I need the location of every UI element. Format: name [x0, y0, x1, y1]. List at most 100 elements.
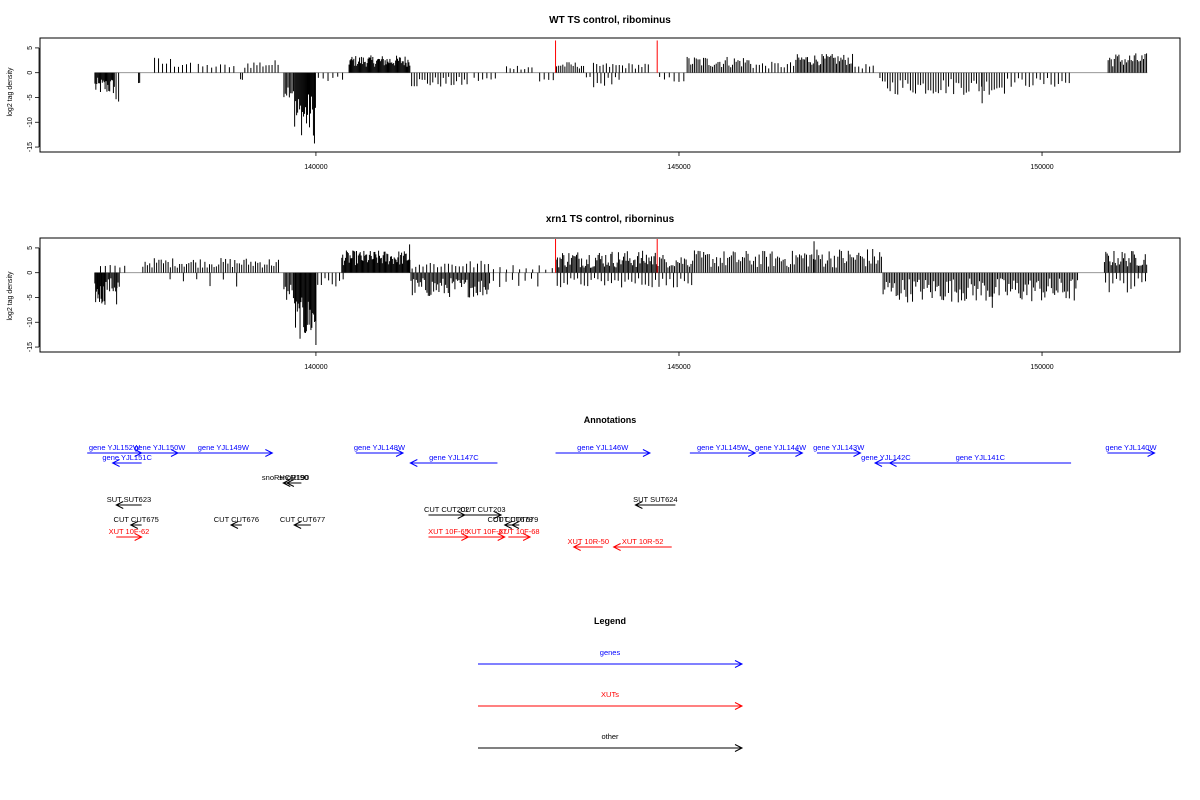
annotations-title: Annotations — [584, 415, 637, 425]
feature-arrow-head — [493, 511, 503, 519]
y-axis: 5 0 -5 -10 -15 — [27, 246, 40, 352]
feature-label: XUT 10R-52 — [622, 537, 664, 546]
annotation-feature: gene YJL149W — [174, 443, 274, 457]
feature-label: XUT 10R-50 — [567, 537, 609, 546]
feature-label: CUT CUT203 — [460, 505, 505, 514]
feature-arrow-head — [497, 533, 506, 541]
y-tick-label: 5 — [27, 46, 34, 50]
annotation-feature: SUT SUT624 — [633, 495, 678, 509]
feature-label: XUT 10F-62 — [109, 527, 150, 536]
annotation-feature: CUT CUT676 — [214, 515, 259, 529]
annotation-feature: SUT SUT623 — [107, 495, 151, 509]
annotation-feature: XUT 10F-67 — [466, 527, 507, 541]
y-tick-label: 0 — [27, 71, 34, 75]
annotation-feature: gene YJL142C — [861, 453, 911, 467]
feature-arrow-head — [522, 533, 532, 541]
legend-label: genes — [600, 648, 621, 657]
annotation-feature: gene YJL145W — [689, 443, 757, 457]
feature-label: gene YJL148W — [354, 443, 406, 452]
annotation-feature: XUT 10R-52 — [612, 537, 672, 551]
y-tick-label: -5 — [27, 294, 34, 300]
feature-label: gene YJL140W — [1105, 443, 1157, 452]
x-tick-label: 140000 — [304, 364, 327, 371]
annotation-feature: gene YJL148W — [354, 443, 406, 457]
bars-layer — [94, 241, 1148, 345]
y-axis: 5 0 -5 -10 -15 — [27, 46, 40, 152]
feature-label: CUT CUT678 — [488, 515, 533, 524]
feature-label: SUT SUT623 — [107, 495, 151, 504]
feature-arrow-head — [1147, 449, 1156, 457]
feature-arrow-head — [503, 521, 512, 529]
y-tick-label: -15 — [27, 342, 34, 352]
legend-arrow-head — [734, 702, 744, 710]
feature-arrow-head — [134, 533, 143, 541]
feature-label: gene YJL149W — [198, 443, 250, 452]
bars-layer — [94, 53, 1148, 144]
annotation-feature: CUT CUT677 — [280, 515, 325, 529]
feature-arrow-head — [265, 449, 274, 457]
feature-arrow-head — [129, 521, 138, 529]
feature-arrow-head — [572, 543, 581, 551]
x-tick-label: 145000 — [667, 164, 690, 171]
annotation-feature: gene YJL143W — [813, 443, 865, 457]
feature-arrow-head — [634, 501, 643, 509]
feature-label: XUT 10F-67 — [466, 527, 507, 536]
feature-label: gene YJL141C — [956, 453, 1006, 462]
feature-label: gene YJL142C — [861, 453, 911, 462]
y-axis-label: log2 tag density — [7, 67, 14, 117]
annotation-feature: XUT 10R-50 — [567, 537, 609, 551]
annotation-feature: CUT CUT679 — [493, 515, 538, 529]
y-tick-label: 0 — [27, 271, 34, 275]
panel-title: WT TS control, ribominus — [549, 15, 671, 26]
x-axis: 140000 145000 150000 — [304, 352, 1054, 371]
legend-arrow-head — [734, 744, 744, 752]
plot-frame — [39, 237, 1181, 353]
feature-label: gene YJL150W — [134, 443, 186, 452]
annotation-feature: snoRHCR190 — [262, 473, 308, 487]
x-tick-label: 140000 — [304, 164, 327, 171]
annotation-feature: CUT CUT675 — [114, 515, 159, 529]
legend-label: other — [601, 732, 619, 741]
annotation-feature: gene YJL146W — [555, 443, 652, 457]
legend-arrow-head — [734, 660, 744, 668]
annotation-feature: gene YJL140W — [1105, 443, 1157, 457]
feature-arrow-head — [510, 521, 520, 529]
signal-panel-wt: WT TS control, ribominus 5 0 -5 -10 -15 1400… — [7, 15, 1181, 171]
feature-label: CUT CUT679 — [493, 515, 538, 524]
annotation-feature: gene YJL144W — [755, 443, 807, 457]
feature-label: CUT CUT677 — [280, 515, 325, 524]
feature-arrow-head — [293, 521, 302, 529]
feature-arrow-head — [747, 449, 757, 457]
feature-label: gene YJL145W — [697, 443, 749, 452]
y-tick-label: -5 — [27, 94, 34, 100]
legend: Legend genes XUTs other — [478, 616, 744, 752]
feature-arrow-head — [853, 449, 862, 457]
feature-arrow-head — [282, 479, 291, 487]
legend-label: XUTs — [601, 690, 619, 699]
legend-item: genes — [478, 648, 744, 668]
annotation-feature: XUT 10F-68 — [499, 527, 540, 541]
feature-label: gene YJL144W — [755, 443, 807, 452]
feature-arrow-head — [229, 521, 239, 529]
feature-label: CUT CUT676 — [214, 515, 259, 524]
y-tick-label: 5 — [27, 246, 34, 250]
highlight-layer — [555, 238, 658, 273]
feature-arrow-head — [111, 459, 120, 467]
x-tick-label: 150000 — [1030, 164, 1053, 171]
feature-arrow-head — [873, 459, 883, 467]
y-tick-label: -15 — [27, 142, 34, 152]
annotation-feature: gene YJL147C — [409, 453, 498, 467]
feature-arrow-head — [612, 543, 621, 551]
feature-label: XUT 10F-68 — [499, 527, 540, 536]
feature-label: gene YJL147C — [429, 453, 479, 462]
highlight-layer — [555, 40, 658, 73]
x-tick-label: 150000 — [1030, 364, 1053, 371]
legend-item: XUTs — [478, 690, 744, 710]
feature-label: gene YJL152W — [89, 443, 141, 452]
annotation-feature: gene YJL151C — [102, 453, 152, 467]
y-axis-label: log2 tag density — [7, 271, 14, 321]
legend-title: Legend — [594, 616, 626, 626]
feature-arrow-head — [409, 459, 418, 467]
